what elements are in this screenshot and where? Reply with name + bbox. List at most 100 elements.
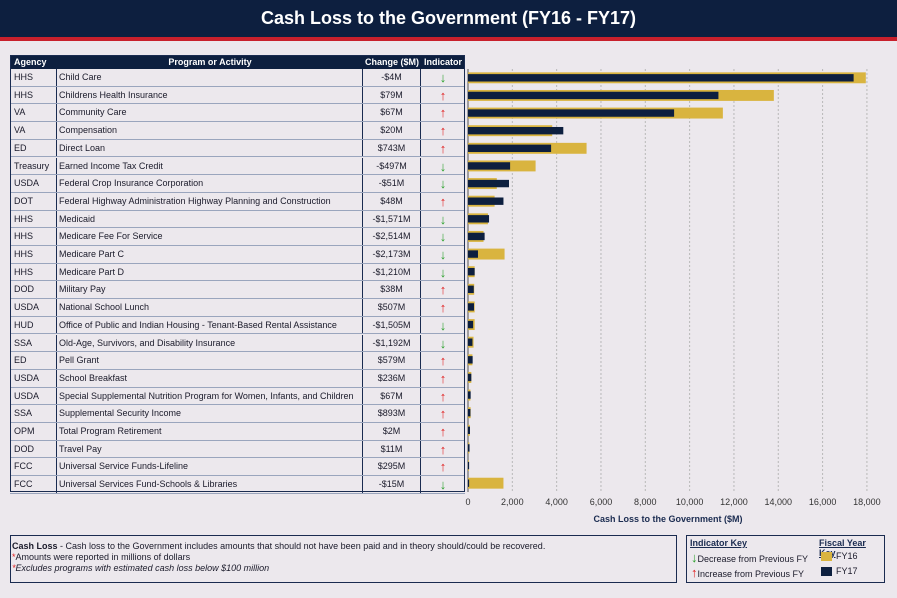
program-cell: National School Lunch <box>57 299 363 316</box>
agency-cell: HHS <box>10 86 57 104</box>
green-down-arrow-icon: ↓ <box>691 550 698 565</box>
title-underline <box>0 37 897 41</box>
indicator-cell: ↓ <box>421 211 465 228</box>
program-cell: Total Program Retirement <box>57 423 363 440</box>
header-program: Program or Activity <box>57 55 363 69</box>
x-tick-label: 6,000 <box>590 497 613 507</box>
table-row: HHS Childrens Health Insurance $79M ↑ <box>10 86 465 105</box>
agency-cell: HUD <box>10 316 57 334</box>
page-title: Cash Loss to the Government (FY16 - FY17… <box>0 0 897 37</box>
bar-chart: 0 2,000 4,000 6,000 8,000 10,000 12,000 14,000 1… <box>465 69 881 524</box>
change-cell: $507M <box>363 299 421 316</box>
program-cell: Federal Crop Insurance Corporation <box>57 175 363 192</box>
program-cell: Medicare Part C <box>57 246 363 263</box>
agency-cell: FCC <box>10 458 57 476</box>
change-cell: $11M <box>363 440 421 458</box>
bar-fy17 <box>468 391 471 399</box>
x-tick-label: 12,000 <box>720 497 748 507</box>
table-row: SSA Old-Age, Survivors, and Disability In… <box>10 334 465 353</box>
table-row: VA Community Care $67M ↑ <box>10 104 465 123</box>
red-up-arrow-icon: ↑ <box>439 87 447 103</box>
change-cell: $2M <box>363 423 421 440</box>
bar-fy17 <box>468 162 511 170</box>
change-cell: -$1,571M <box>363 210 421 228</box>
indicator-cell: ↓ <box>421 69 465 86</box>
agency-cell: VA <box>10 104 57 122</box>
red-up-arrow-icon: ↑ <box>439 424 447 439</box>
table-row: ED Direct Loan $743M ↑ <box>10 139 465 158</box>
agency-cell: USDA <box>10 369 57 387</box>
x-tick-label: 2,000 <box>501 497 524 507</box>
program-cell: Direct Loan <box>57 139 363 157</box>
bar-fy16 <box>468 248 505 260</box>
green-down-arrow-icon: ↓ <box>439 247 447 262</box>
agency-cell: SSA <box>10 334 57 352</box>
program-cell: Universal Service Funds-Lifeline <box>57 458 363 476</box>
agency-cell: SSA <box>10 405 57 422</box>
red-up-arrow-icon: ↑ <box>439 282 447 298</box>
bar-fy17 <box>468 479 470 487</box>
green-down-arrow-icon: ↓ <box>439 229 447 245</box>
table-row: HHS Medicare Part D -$1,210M ↓ <box>10 263 465 282</box>
green-down-arrow-icon: ↓ <box>439 264 447 280</box>
agency-cell: ED <box>10 352 57 369</box>
program-cell: Supplemental Security Income <box>57 405 363 422</box>
indicator-cell: ↑ <box>421 405 465 422</box>
red-up-arrow-icon: ↑ <box>439 459 447 475</box>
red-up-arrow-icon: ↑ <box>439 300 447 316</box>
indicator-cell: ↓ <box>421 175 465 192</box>
bar-fy17 <box>468 126 564 135</box>
x-tick-label: 8,000 <box>634 497 657 507</box>
agency-cell: DOD <box>10 281 57 299</box>
table-row: HHS Medicaid -$1,571M ↓ <box>10 210 465 229</box>
change-cell: $236M <box>363 369 421 387</box>
header-agency: Agency <box>10 55 57 69</box>
indicator-cell: ↑ <box>421 458 465 475</box>
change-cell: $67M <box>363 387 421 405</box>
change-cell: $38M <box>363 281 421 299</box>
program-cell: Travel Pay <box>57 440 363 458</box>
table-row: DOT Federal Highway Administration Highwa… <box>10 192 465 211</box>
footnote-star: * <box>12 552 16 562</box>
indicator-cell: ↑ <box>421 299 465 316</box>
table-row: ED Pell Grant $579M ↑ <box>10 352 465 370</box>
bar-fy17 <box>468 303 474 311</box>
table-row: OPM Total Program Retirement $2M ↑ <box>10 423 465 441</box>
x-tick-label: 10,000 <box>676 497 704 507</box>
footnote-box: Cash Loss - Cash loss to the Government … <box>10 535 677 583</box>
table-row: USDA Special Supplemental Nutrition Progr… <box>10 387 465 406</box>
change-cell: $743M <box>363 139 421 157</box>
agency-cell: HHS <box>10 228 57 245</box>
indicator-cell: ↑ <box>421 388 465 405</box>
table-row: USDA National School Lunch $507M ↑ <box>10 299 465 317</box>
green-down-arrow-icon: ↓ <box>439 176 447 192</box>
agency-cell: HHS <box>10 210 57 228</box>
program-cell: Medicare Part D <box>57 263 363 281</box>
bar-fy17 <box>468 91 719 100</box>
change-cell: -$497M <box>363 157 421 175</box>
change-cell: $20M <box>363 122 421 139</box>
agency-cell: DOT <box>10 192 57 210</box>
x-tick-label: 18,000 <box>853 497 881 507</box>
green-down-arrow-icon: ↓ <box>439 477 447 493</box>
change-cell: $48M <box>363 192 421 210</box>
indicator-cell: ↑ <box>421 87 465 104</box>
bar-fy17 <box>468 215 490 223</box>
program-cell: Community Care <box>57 104 363 122</box>
bar-fy17 <box>468 338 473 346</box>
program-cell: Medicaid <box>57 210 363 228</box>
footnote-exclusion: Excludes programs with estimated cash lo… <box>15 563 270 573</box>
change-cell: -$4M <box>363 69 421 86</box>
table-row: DOD Military Pay $38M ↑ <box>10 281 465 300</box>
footnote-term: Cash Loss <box>12 541 58 551</box>
bar-fy17 <box>468 356 473 364</box>
program-cell: Child Care <box>57 69 363 86</box>
agency-cell: VA <box>10 122 57 139</box>
increase-label: Increase from Previous FY <box>697 569 805 579</box>
bar-fy17 <box>468 197 504 205</box>
change-cell: -$15M <box>363 476 421 493</box>
header-indicator: Indicator <box>421 55 465 69</box>
red-up-arrow-icon: ↑ <box>439 370 447 386</box>
bar-fy17 <box>468 179 509 188</box>
agency-cell: HHS <box>10 69 57 86</box>
